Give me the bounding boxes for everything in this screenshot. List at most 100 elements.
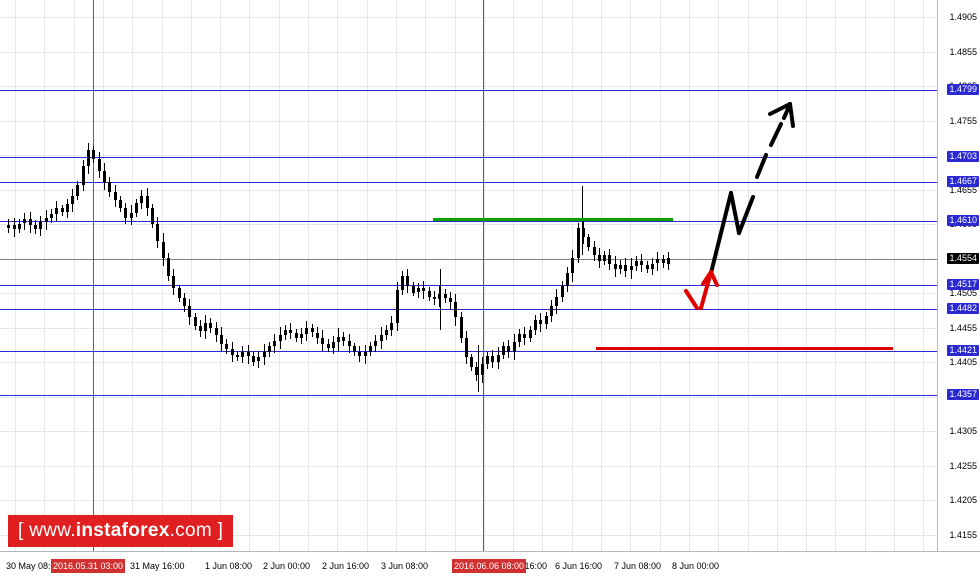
price-axis-label: 1.4421: [947, 345, 979, 357]
candle-body: [475, 367, 479, 376]
candle-body: [113, 191, 117, 201]
watermark-tld: .com: [169, 520, 212, 541]
candle-body: [608, 255, 612, 264]
candle-body: [363, 351, 367, 356]
candle-body: [459, 317, 463, 339]
candle-body: [619, 265, 623, 270]
candle-body: [443, 293, 447, 298]
candle-body: [278, 335, 282, 341]
candle-body: [496, 354, 500, 362]
candle-body: [661, 259, 665, 264]
candle-body: [55, 208, 59, 214]
candle-body: [560, 285, 564, 297]
price-level-line[interactable]: [0, 309, 938, 311]
price-axis-label: 1.4554: [947, 253, 979, 265]
candle-body: [172, 276, 176, 289]
candle-body: [214, 328, 218, 336]
price-level-line[interactable]: [0, 395, 938, 397]
candle-body: [182, 298, 186, 307]
gridline-vertical: [835, 0, 837, 552]
price-level-line[interactable]: [0, 259, 938, 261]
gridline-horizontal: [0, 396, 938, 398]
gridline-vertical: [747, 0, 749, 552]
candle-body: [512, 342, 516, 352]
candle-body: [230, 349, 234, 355]
gridline-vertical: [864, 0, 866, 552]
price-level-line[interactable]: [0, 285, 938, 286]
candle-body: [103, 171, 107, 183]
gridline-vertical: [659, 0, 661, 552]
gridline-vertical: [601, 0, 602, 552]
time-axis[interactable]: 30 May 08:00 31 May 16:00 1 Jun 08:00 2 Jun…: [0, 551, 980, 577]
chart-plot-area[interactable]: [0, 0, 938, 552]
price-axis-tick: 1.4755: [949, 115, 977, 126]
price-level-line[interactable]: [0, 156, 938, 158]
watermark-suffix: ]: [217, 520, 224, 541]
gridline-vertical: [776, 0, 778, 552]
candle-body: [374, 340, 378, 347]
price-level-line[interactable]: [0, 181, 938, 183]
candle-body: [502, 346, 506, 355]
gridline-horizontal: [0, 155, 938, 157]
price-axis[interactable]: 1.49051.48551.48051.47551.47051.46551.46…: [937, 0, 980, 552]
gridline-horizontal: [0, 362, 938, 364]
candle-body: [177, 288, 181, 299]
time-axis-tick: 6 Jun 16:00: [555, 561, 603, 571]
red-small-up-arrow: [684, 270, 719, 310]
candle-body: [337, 336, 341, 343]
green-resistance[interactable]: [433, 218, 673, 222]
price-axis-tick: 1.4405: [949, 357, 977, 368]
candle-body: [331, 342, 335, 348]
candle-body: [321, 338, 325, 344]
candle-body: [257, 357, 261, 362]
time-marker-line: [93, 0, 94, 552]
candle-body: [60, 208, 64, 213]
price-axis-label: 1.4703: [947, 150, 979, 162]
candle-body: [411, 285, 415, 293]
gridline-horizontal: [0, 465, 938, 467]
candle-wick: [478, 345, 479, 392]
candle-body: [395, 289, 399, 323]
gridline-vertical: [718, 0, 720, 552]
gridline-vertical: [249, 0, 251, 552]
candle-body: [262, 351, 266, 358]
candle-body: [385, 329, 389, 336]
watermark-www: www.: [29, 520, 76, 541]
candle-body: [544, 316, 548, 325]
candle-body: [17, 223, 21, 230]
gridline-vertical: [190, 0, 192, 552]
candle-body: [448, 298, 452, 303]
gridline-vertical: [571, 0, 573, 552]
candle-body: [438, 293, 442, 300]
price-axis-tick: 1.4455: [949, 322, 977, 333]
candle-body: [432, 296, 436, 300]
candle-body: [315, 332, 319, 339]
candle-body: [401, 276, 404, 290]
gridline-vertical: [542, 0, 544, 552]
red-support[interactable]: [596, 346, 893, 350]
time-axis-tick: 7 Jun 08:00: [614, 561, 662, 571]
time-axis-tick: 1 Jun 08:00: [205, 561, 253, 571]
candle-body: [613, 263, 617, 270]
candle-body: [422, 288, 426, 292]
black-zigzag-up-arrow: [709, 102, 795, 275]
candle-body: [161, 241, 165, 259]
candle-body: [119, 200, 123, 209]
gridline-horizontal: [0, 500, 938, 502]
candle-wick: [440, 269, 441, 330]
candle-body: [592, 247, 596, 256]
price-level-line[interactable]: [0, 90, 938, 92]
gridline-vertical: [220, 0, 222, 552]
candle-body: [629, 266, 633, 271]
price-level-line[interactable]: [0, 351, 938, 353]
candle-body: [28, 219, 32, 225]
candle-body: [188, 306, 192, 318]
candle-body: [310, 328, 314, 333]
candle-body: [156, 223, 160, 242]
candle-body: [44, 218, 48, 223]
gridline-vertical: [425, 0, 427, 552]
drawn-arrows: [684, 102, 795, 310]
gridline-horizontal: [0, 86, 938, 88]
candle-body: [635, 260, 639, 267]
